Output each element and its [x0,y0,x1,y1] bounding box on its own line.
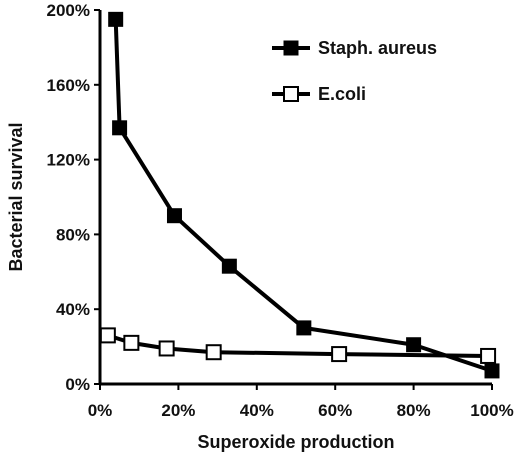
data-point-staph-aureus [406,337,422,353]
legend-marker-e-coli [283,86,299,102]
series-line-staph-aureus [113,19,493,373]
data-point-staph-aureus [221,258,237,274]
x-axis-title: Superoxide production [197,432,394,452]
data-point-e-coli [205,344,222,361]
y-tick-label: 200% [47,1,90,20]
y-axis-title: Bacterial survival [6,122,26,271]
data-point-e-coli [331,346,348,363]
data-point-e-coli [158,340,175,357]
data-point-staph-aureus [108,11,124,27]
y-tick-label: 160% [47,76,90,95]
y-tick-label: 40% [56,300,90,319]
y-tick-label: 0% [65,375,90,394]
data-point-staph-aureus [296,320,312,336]
data-point-staph-aureus [112,120,128,136]
data-point-e-coli [99,327,116,344]
x-tick-label: 40% [240,401,274,420]
y-tick-label: 80% [56,225,90,244]
x-tick-label: 0% [88,401,113,420]
data-point-staph-aureus [166,208,182,224]
x-tick-label: 20% [161,401,195,420]
data-point-e-coli [480,347,497,364]
legend-label-e-coli: E.coli [318,84,366,104]
data-point-staph-aureus [484,363,500,379]
legend-marker-staph-aureus [283,40,299,56]
series-markers [99,11,500,379]
x-tick-label: 80% [397,401,431,420]
series-lines [107,19,493,373]
x-tick-label: 60% [318,401,352,420]
x-tick-label: 100% [470,401,513,420]
axes [98,10,492,386]
y-tick-label: 120% [47,151,90,170]
legend: Staph. aureus E.coli [272,38,437,104]
axis-ticks: 0% 40% 80% 120% 160% 200% 0% 20% 40% 60% 80% 100% [47,1,514,420]
legend-label-staph-aureus: Staph. aureus [318,38,437,58]
data-point-e-coli [123,334,140,351]
